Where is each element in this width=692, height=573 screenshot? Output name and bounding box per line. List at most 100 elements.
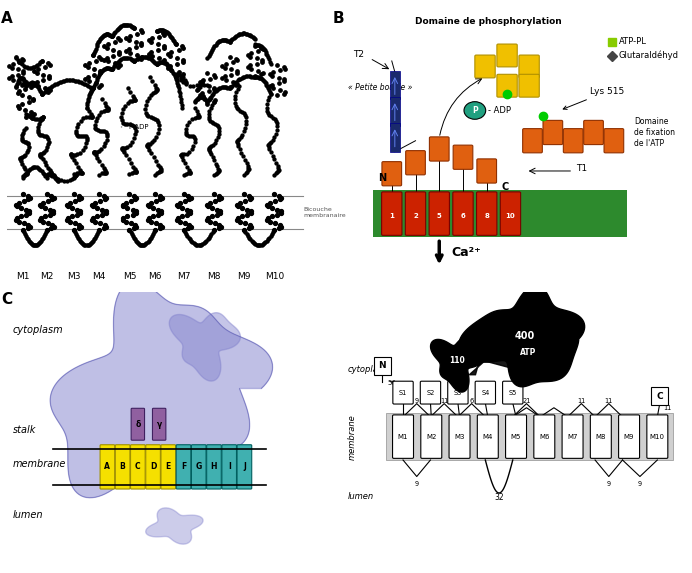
Polygon shape (170, 313, 240, 381)
Text: stalk: stalk (13, 425, 37, 434)
Polygon shape (430, 338, 484, 392)
FancyBboxPatch shape (237, 445, 252, 489)
Text: M9: M9 (623, 434, 635, 439)
Text: M4: M4 (482, 434, 493, 439)
FancyBboxPatch shape (430, 137, 449, 161)
Text: 56: 56 (388, 380, 397, 386)
Text: 11: 11 (605, 398, 613, 405)
FancyBboxPatch shape (449, 415, 470, 458)
Text: C: C (656, 392, 663, 401)
FancyBboxPatch shape (519, 55, 539, 78)
FancyBboxPatch shape (619, 415, 639, 458)
Bar (374, 357, 391, 375)
Text: ATP: ATP (520, 348, 536, 357)
Text: Domaine
de fixation
de l'ATP: Domaine de fixation de l'ATP (635, 117, 675, 148)
FancyBboxPatch shape (146, 445, 161, 489)
FancyBboxPatch shape (543, 120, 563, 144)
FancyBboxPatch shape (497, 44, 517, 67)
FancyBboxPatch shape (429, 192, 449, 236)
Text: P: P (472, 106, 477, 115)
Bar (390, 97, 399, 125)
FancyBboxPatch shape (116, 445, 130, 489)
Text: lumen: lumen (347, 492, 374, 500)
FancyBboxPatch shape (519, 74, 539, 97)
Text: N: N (379, 362, 386, 370)
Text: Lys 515: Lys 515 (563, 87, 624, 109)
FancyBboxPatch shape (448, 381, 468, 404)
Text: 2: 2 (413, 213, 418, 219)
Text: D: D (150, 462, 156, 472)
FancyBboxPatch shape (583, 120, 603, 144)
Text: 9: 9 (415, 481, 419, 486)
Text: M1: M1 (398, 434, 408, 439)
Text: G: G (196, 462, 202, 472)
Text: C: C (135, 462, 140, 472)
FancyBboxPatch shape (477, 159, 497, 183)
Bar (651, 387, 668, 405)
Text: I: I (228, 462, 230, 472)
Text: 110: 110 (449, 356, 465, 366)
Text: 9: 9 (638, 481, 642, 486)
Text: M2: M2 (426, 434, 437, 439)
FancyBboxPatch shape (222, 445, 237, 489)
FancyBboxPatch shape (453, 192, 473, 236)
Text: M5: M5 (122, 272, 136, 281)
FancyBboxPatch shape (477, 415, 498, 458)
Text: M4: M4 (93, 272, 106, 281)
Text: M7: M7 (177, 272, 190, 281)
Text: 6: 6 (469, 398, 474, 405)
FancyBboxPatch shape (453, 145, 473, 170)
FancyBboxPatch shape (382, 162, 401, 186)
FancyBboxPatch shape (406, 151, 426, 175)
Text: ATP-PL: ATP-PL (619, 37, 647, 46)
Text: S2: S2 (426, 390, 435, 395)
Bar (386, 413, 673, 460)
FancyBboxPatch shape (477, 192, 497, 236)
FancyBboxPatch shape (131, 445, 145, 489)
Text: S3: S3 (454, 390, 462, 395)
Text: B: B (120, 462, 125, 472)
Text: T2: T2 (353, 50, 364, 59)
Text: B: B (332, 11, 344, 26)
Text: cytoplasm: cytoplasm (347, 365, 391, 374)
Text: membrane: membrane (347, 414, 356, 460)
Text: A: A (1, 11, 12, 26)
Text: S1: S1 (399, 390, 407, 395)
Bar (373, 190, 628, 237)
FancyBboxPatch shape (502, 381, 523, 404)
FancyBboxPatch shape (647, 415, 668, 458)
Text: M2: M2 (40, 272, 53, 281)
Text: M3: M3 (454, 434, 465, 439)
Polygon shape (146, 508, 203, 544)
Text: Ca²⁺: Ca²⁺ (451, 246, 481, 259)
Text: 9: 9 (607, 481, 611, 486)
Text: 8: 8 (484, 213, 489, 219)
Text: M6: M6 (148, 272, 162, 281)
Text: « Petite boucle »: « Petite boucle » (347, 83, 412, 92)
Text: Glutaraldéhyd: Glutaraldéhyd (619, 51, 679, 60)
FancyBboxPatch shape (161, 445, 176, 489)
Text: cytoplasm: cytoplasm (13, 325, 64, 335)
Text: M8: M8 (596, 434, 606, 439)
Text: M1: M1 (16, 272, 30, 281)
Text: 1: 1 (390, 213, 394, 219)
Text: M10: M10 (650, 434, 665, 439)
FancyBboxPatch shape (192, 445, 206, 489)
FancyBboxPatch shape (506, 415, 527, 458)
FancyBboxPatch shape (207, 445, 221, 489)
FancyBboxPatch shape (420, 381, 441, 404)
Text: T1: T1 (576, 164, 588, 173)
FancyBboxPatch shape (176, 445, 191, 489)
FancyBboxPatch shape (421, 415, 441, 458)
Text: 11: 11 (440, 398, 448, 405)
FancyBboxPatch shape (131, 409, 145, 440)
Text: C: C (502, 182, 509, 192)
Text: Bicouche
membranaire: Bicouche membranaire (303, 207, 345, 218)
FancyBboxPatch shape (475, 55, 495, 78)
Text: C: C (1, 292, 12, 307)
FancyBboxPatch shape (562, 415, 583, 458)
Text: H: H (211, 462, 217, 472)
Text: J: J (243, 462, 246, 472)
Text: 21: 21 (522, 398, 531, 405)
Polygon shape (51, 281, 273, 498)
